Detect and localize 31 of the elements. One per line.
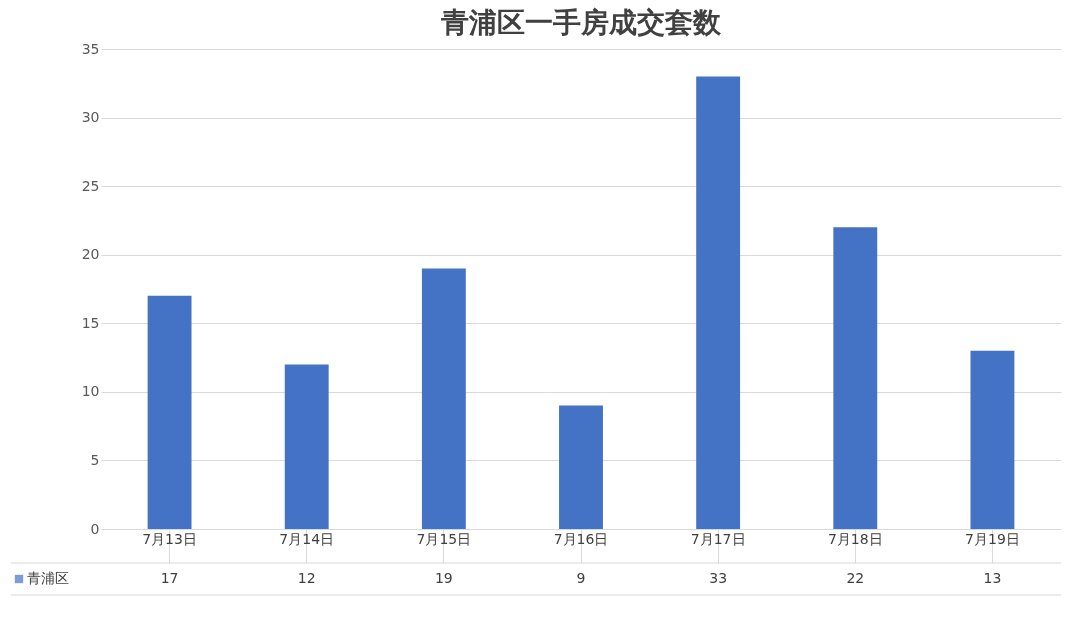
y-tick-label: 35 xyxy=(81,40,100,57)
data-label: 9 xyxy=(576,570,586,586)
x-tick-label: 7月17日 xyxy=(690,530,746,547)
y-tick-label: 30 xyxy=(81,109,100,126)
data-label: 13 xyxy=(983,570,1002,586)
data-label: 33 xyxy=(709,570,728,586)
x-tick-label: 7月16日 xyxy=(553,530,609,547)
x-tick-label: 7月18日 xyxy=(827,530,883,547)
bar xyxy=(696,76,741,529)
y-tick-label: 5 xyxy=(90,451,100,468)
bar xyxy=(833,227,878,529)
chart-title: 青浦区一手房成交套数 xyxy=(440,6,722,39)
y-tick-label: 10 xyxy=(81,383,100,400)
x-tick-label: 7月14日 xyxy=(279,530,335,547)
y-tick-label: 15 xyxy=(81,314,100,331)
bar xyxy=(970,350,1015,529)
x-tick-label: 7月15日 xyxy=(416,530,472,547)
legend-label: 青浦区 xyxy=(27,570,69,586)
x-tick-label: 7月19日 xyxy=(965,530,1020,547)
bar xyxy=(147,295,192,529)
x-tick-label: 7月13日 xyxy=(142,530,197,547)
data-label: 19 xyxy=(434,570,453,586)
data-label: 22 xyxy=(846,570,865,586)
data-label: 17 xyxy=(160,570,179,586)
y-tick-label: 20 xyxy=(81,246,100,263)
bar xyxy=(421,268,466,529)
bar xyxy=(559,405,603,529)
y-tick-label: 25 xyxy=(81,177,100,194)
y-tick-label: 0 xyxy=(90,520,100,537)
bar xyxy=(284,364,329,529)
data-label: 12 xyxy=(297,570,316,586)
